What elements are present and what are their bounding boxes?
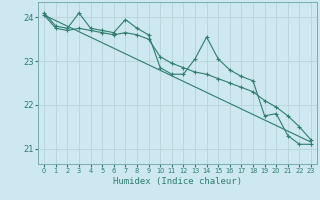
X-axis label: Humidex (Indice chaleur): Humidex (Indice chaleur) <box>113 177 242 186</box>
